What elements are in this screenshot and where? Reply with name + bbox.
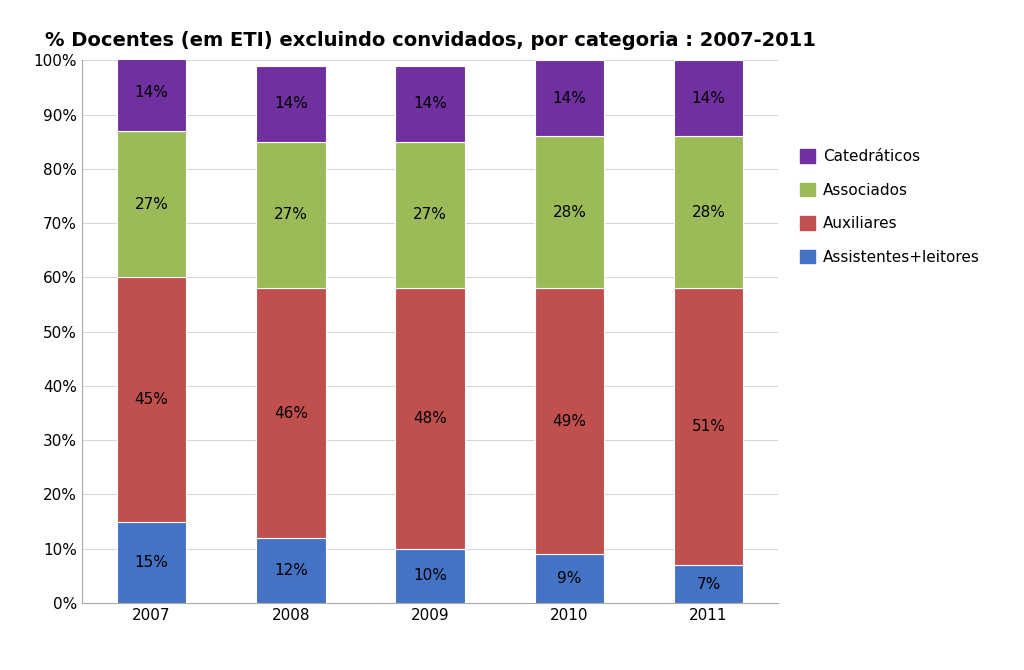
Bar <box>535 288 604 554</box>
Text: 46%: 46% <box>273 405 308 421</box>
Bar <box>674 60 743 136</box>
Text: 45%: 45% <box>134 392 169 407</box>
Text: 10%: 10% <box>413 568 447 584</box>
Text: 14%: 14% <box>413 96 447 111</box>
Text: 48%: 48% <box>413 411 447 426</box>
Bar <box>674 288 743 565</box>
Bar <box>256 141 326 288</box>
Bar <box>256 288 326 538</box>
Title: % Docentes (em ETI) excluindo convidados, por categoria : 2007-2011: % Docentes (em ETI) excluindo convidados… <box>45 31 815 50</box>
Bar <box>117 521 186 603</box>
Bar <box>674 565 743 603</box>
Bar <box>117 55 186 131</box>
Text: 14%: 14% <box>273 96 308 111</box>
Text: 49%: 49% <box>552 413 587 429</box>
Bar <box>256 538 326 603</box>
Bar <box>395 288 465 549</box>
Bar <box>117 131 186 277</box>
Bar <box>535 554 604 603</box>
Text: 28%: 28% <box>552 205 587 220</box>
Text: 27%: 27% <box>273 208 308 222</box>
Text: 28%: 28% <box>691 205 726 220</box>
Text: 14%: 14% <box>552 91 587 106</box>
Legend: Catedráticos, Associados, Auxiliares, Assistentes+leitores: Catedráticos, Associados, Auxiliares, As… <box>800 149 980 265</box>
Bar <box>535 60 604 136</box>
Text: 7%: 7% <box>696 576 721 592</box>
Text: 51%: 51% <box>691 419 726 434</box>
Text: 14%: 14% <box>134 85 169 100</box>
Bar <box>395 549 465 603</box>
Text: 27%: 27% <box>134 196 169 212</box>
Text: 14%: 14% <box>691 91 726 106</box>
Bar <box>395 66 465 142</box>
Bar <box>535 136 604 288</box>
Bar <box>117 277 186 521</box>
Bar <box>256 66 326 142</box>
Text: 9%: 9% <box>557 571 582 586</box>
Text: 27%: 27% <box>413 208 447 222</box>
Text: 15%: 15% <box>134 555 169 570</box>
Bar <box>674 136 743 288</box>
Bar <box>395 141 465 288</box>
Text: 12%: 12% <box>273 563 308 578</box>
